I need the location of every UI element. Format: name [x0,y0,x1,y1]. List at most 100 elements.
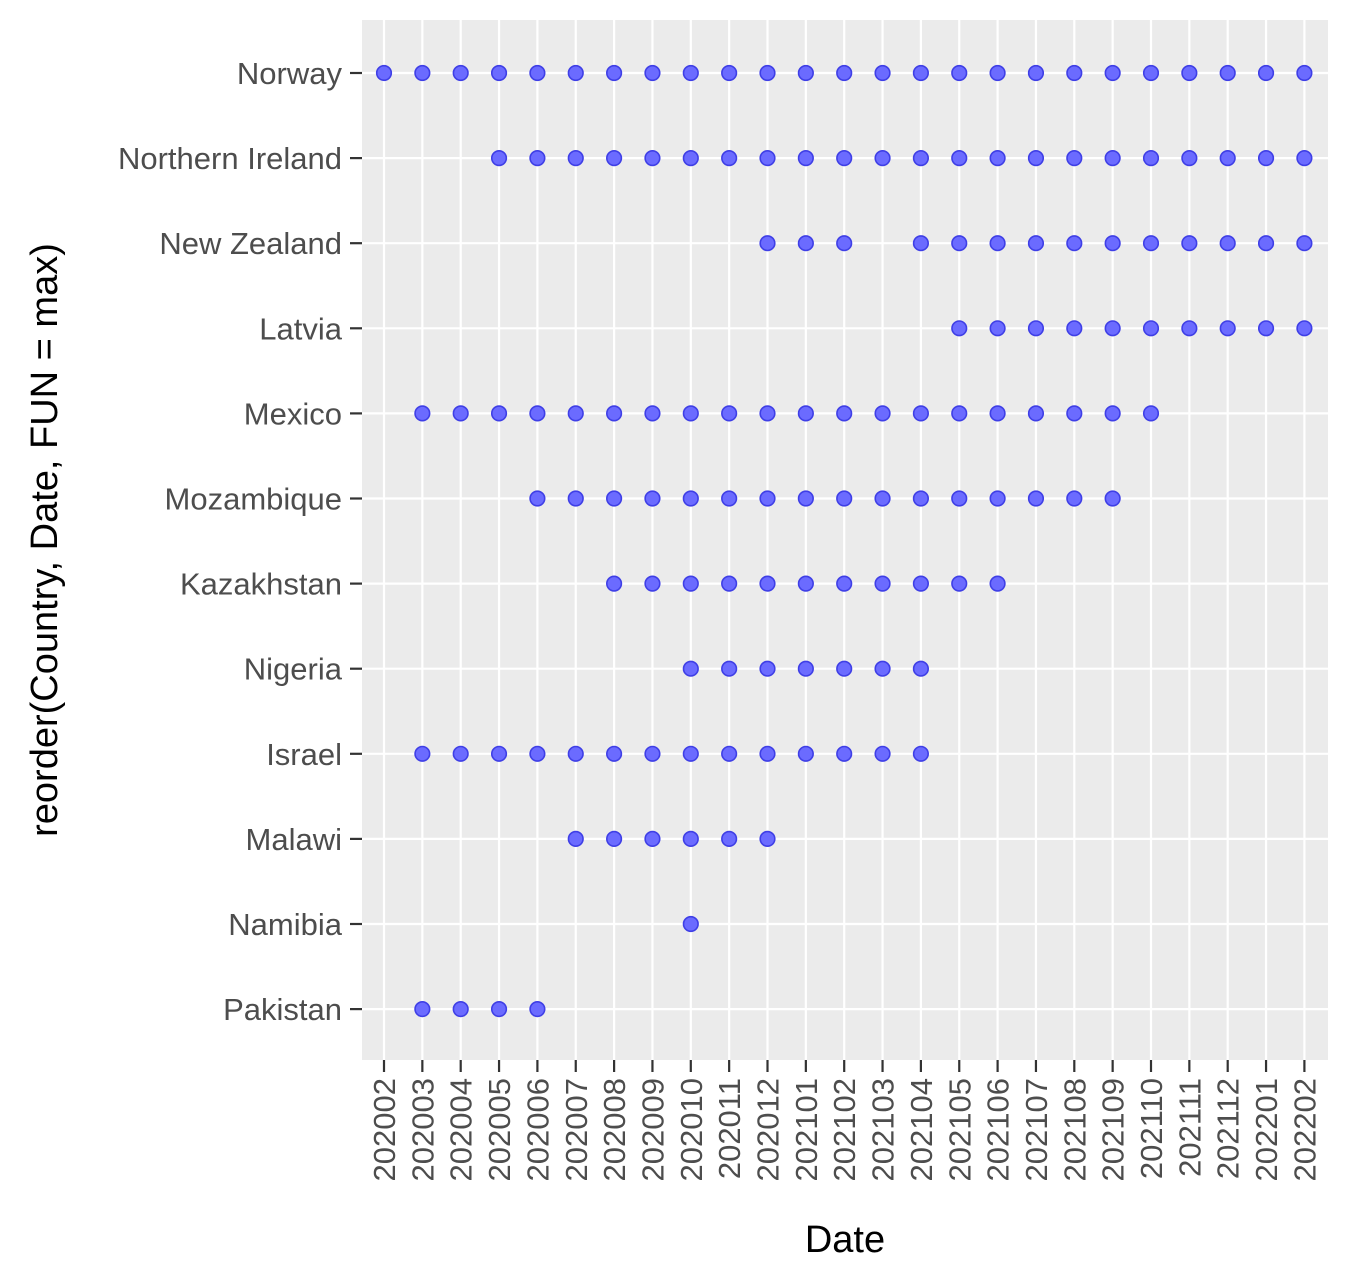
data-point [1257,64,1275,82]
data-point [414,405,431,422]
data-point [452,405,469,422]
data-point [836,64,853,82]
data-point [797,235,814,252]
data-point [644,490,661,507]
x-tick-label: 202110 [1134,1078,1169,1179]
data-point [605,405,623,422]
data-point [797,150,814,167]
data-point [490,745,508,762]
data-point [721,660,738,677]
data-point [874,64,891,82]
data-point [951,490,968,507]
data-point [529,64,546,82]
data-point [682,150,699,167]
data-point [912,235,930,252]
data-point [1296,320,1313,337]
data-point [721,490,738,507]
data-point [797,745,814,762]
x-tick-label: 202009 [635,1078,670,1181]
y-tick-label: Northern Ireland [118,141,342,176]
data-point [759,235,776,252]
data-point [874,405,891,422]
data-point [682,405,699,422]
data-point [912,150,930,167]
data-point [452,64,469,82]
x-axis: 202002 202003 202004 202005 202006 202007 2020… [367,1060,1322,1181]
data-point [1104,320,1121,337]
data-point [1066,405,1083,422]
data-point [529,490,546,507]
x-tick-label: 202109 [1096,1078,1131,1181]
data-point [605,150,623,167]
data-point [759,64,776,82]
data-point [1296,64,1313,82]
data-point [989,575,1006,592]
data-point [836,405,853,422]
y-tick-label: Nigeria [244,652,343,687]
data-points [375,64,1313,1018]
data-point [874,745,891,762]
data-point [567,405,584,422]
data-point [1104,64,1121,82]
y-tick-label: Israel [266,737,342,772]
data-point [1296,150,1313,167]
data-point [1066,150,1083,167]
y-tick-label: Malawi [246,822,342,857]
data-point [682,745,699,762]
data-point [759,490,776,507]
x-tick-label: 202011 [712,1078,747,1179]
y-axis-title: reorder(Country, Date, FUN = max) [24,243,66,837]
x-tick-label: 202111 [1172,1078,1207,1177]
data-point [1104,150,1121,167]
data-point [797,660,814,677]
data-point [605,490,623,507]
data-point [1104,235,1121,252]
data-point [836,490,853,507]
y-tick-label: Mozambique [165,482,342,517]
x-tick-label: 202002 [367,1078,402,1181]
data-point [912,405,930,422]
data-point [529,405,546,422]
x-tick-label: 202104 [904,1078,939,1181]
data-point [1066,320,1083,337]
data-point [1257,235,1275,252]
data-point [605,830,623,848]
y-tick-label: Pakistan [223,992,342,1027]
data-point [797,64,814,82]
data-point [1027,405,1045,422]
data-point [721,150,738,167]
x-tick-label: 202007 [559,1078,594,1181]
x-tick-label: 202105 [942,1078,977,1181]
x-axis-title: Date [805,1219,885,1261]
data-point [1181,64,1198,82]
data-point [1142,405,1160,422]
data-point [644,405,661,422]
x-tick-label: 202202 [1287,1078,1322,1181]
data-point [951,64,968,82]
data-point [1027,64,1045,82]
data-point [567,64,584,82]
data-point [1027,490,1045,507]
data-point [836,575,853,592]
data-point [912,745,930,762]
data-point [490,1000,508,1018]
data-point [951,320,968,337]
data-point [836,150,853,167]
data-point [1181,235,1198,252]
y-tick-label: Norway [237,56,343,91]
data-point [836,235,853,252]
data-point [1142,150,1160,167]
data-point [1066,64,1083,82]
data-point [836,660,853,677]
data-point [721,405,738,422]
x-tick-label: 202103 [866,1078,901,1181]
x-tick-label: 202010 [674,1078,709,1181]
data-point [1066,235,1083,252]
data-point [989,405,1006,422]
data-point [989,490,1006,507]
data-point [874,660,891,677]
data-point [529,745,546,762]
data-point [567,490,584,507]
data-point [414,64,431,82]
